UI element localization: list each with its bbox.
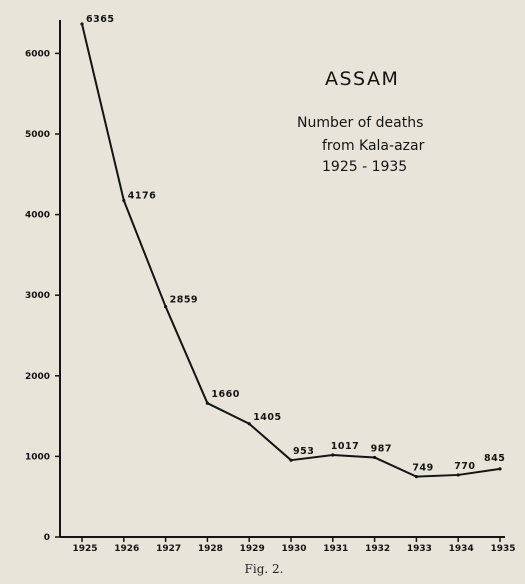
data-point — [414, 475, 418, 479]
data-point — [164, 304, 168, 309]
x-tick-label: 1934 — [449, 544, 474, 554]
data-label: 2859 — [170, 295, 198, 306]
data-points — [80, 22, 502, 479]
y-tick-label: 1000 — [25, 452, 50, 462]
x-tick-label: 1930 — [281, 544, 306, 554]
data-label: 1017 — [331, 441, 359, 452]
data-point — [80, 22, 84, 26]
data-label: 770 — [454, 461, 475, 472]
x-tick-label: 1928 — [198, 544, 223, 554]
x-tick-label: 1933 — [407, 544, 432, 554]
x-tick-label: 1927 — [156, 544, 181, 554]
y-tick-label: 0 — [44, 533, 50, 543]
y-tick-label: 4000 — [25, 211, 50, 221]
data-label: 4176 — [128, 190, 156, 201]
series-line — [81, 23, 501, 478]
data-label: 6365 — [86, 14, 114, 25]
y-tick-label: 5000 — [25, 130, 50, 140]
data-point — [373, 455, 377, 460]
x-ticks: 1925 1926 1927 1928 1929 1930 1931 1932 1933 1934… — [72, 537, 516, 554]
data-point — [205, 401, 209, 405]
data-label: 1660 — [211, 389, 239, 400]
x-tick-label: 1929 — [240, 544, 265, 554]
x-tick-label: 1931 — [323, 544, 348, 554]
y-tick-label: 2000 — [25, 372, 50, 382]
data-point — [456, 473, 460, 477]
data-point — [331, 453, 335, 457]
y-tick-label: 3000 — [25, 291, 50, 301]
axes — [59, 20, 505, 538]
chart-title: ASSAM — [325, 68, 399, 90]
x-tick-label: 1935 — [490, 544, 515, 554]
data-point — [289, 458, 293, 462]
chart-subtitle-line-1: Number of deaths — [297, 115, 423, 131]
data-label: 953 — [293, 446, 314, 457]
data-labels: 6365 4176 2859 1660 1405 953 1017 987 749 770 845 — [86, 14, 505, 474]
data-point — [247, 422, 251, 426]
chart-subtitle-line-2: from Kala-azar — [322, 138, 425, 154]
data-label: 987 — [371, 443, 392, 454]
x-tick-label: 1926 — [114, 544, 139, 554]
x-tick-label: 1925 — [72, 544, 97, 554]
x-tick-label: 1932 — [365, 544, 390, 554]
data-label: 845 — [484, 453, 505, 464]
chart-subtitle-line-3: 1925 - 1935 — [322, 159, 407, 175]
data-point — [122, 198, 126, 203]
y-tick-label: 6000 — [25, 49, 50, 59]
y-ticks: 0 1000 2000 3000 4000 5000 6000 — [25, 49, 60, 543]
data-label: 1405 — [253, 412, 281, 423]
data-point — [498, 467, 502, 471]
data-label: 749 — [412, 463, 433, 474]
figure-caption: Fig. 2. — [245, 562, 284, 576]
